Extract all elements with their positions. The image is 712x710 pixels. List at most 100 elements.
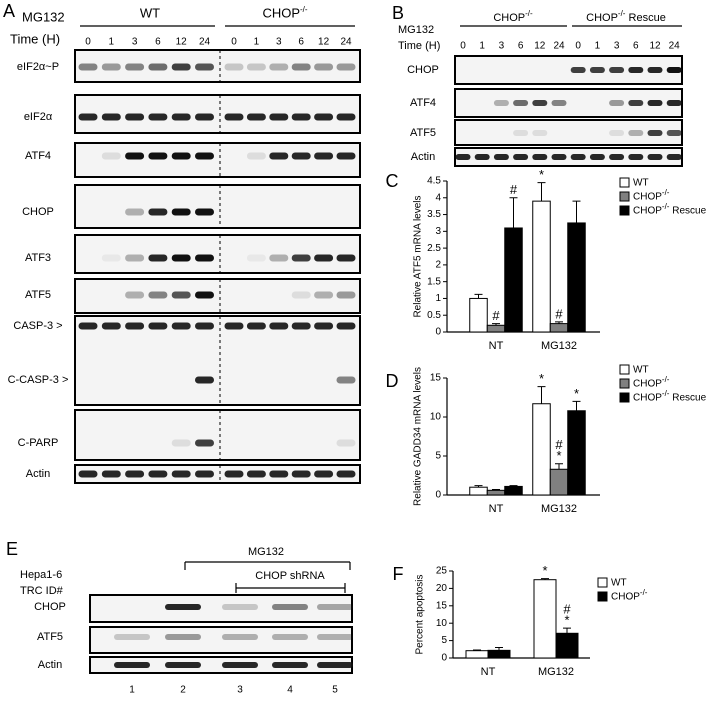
row-label: C-PARP bbox=[18, 437, 59, 449]
error-bar bbox=[492, 489, 500, 491]
band bbox=[78, 113, 98, 121]
band bbox=[101, 152, 121, 160]
band bbox=[125, 254, 145, 262]
band bbox=[125, 470, 145, 478]
error-bar bbox=[509, 485, 518, 487]
panel-label: B bbox=[392, 3, 404, 23]
band bbox=[165, 634, 201, 640]
band bbox=[291, 113, 311, 121]
bar bbox=[469, 486, 488, 496]
time-point: 6 bbox=[298, 37, 304, 48]
legend-swatch bbox=[619, 205, 630, 216]
band bbox=[269, 322, 289, 330]
band bbox=[609, 100, 625, 106]
band bbox=[570, 154, 586, 160]
blot-box bbox=[89, 594, 353, 623]
time-label: Time (H) bbox=[398, 40, 440, 52]
group-label: WT bbox=[140, 5, 160, 20]
annotation: # bbox=[492, 308, 500, 323]
y-tick-label: 0 bbox=[441, 653, 447, 664]
band bbox=[78, 470, 98, 478]
time-point: 3 bbox=[132, 37, 138, 48]
band bbox=[647, 100, 663, 106]
x-tick-label: NT bbox=[489, 340, 504, 352]
legend-swatch bbox=[619, 392, 630, 403]
shrna-label: CHOP shRNA bbox=[255, 570, 325, 582]
band bbox=[101, 470, 121, 478]
x-tick-label: NT bbox=[489, 503, 504, 515]
blot-box bbox=[454, 147, 683, 167]
band bbox=[589, 154, 605, 160]
row-label: C-CASP-3 > bbox=[8, 374, 69, 386]
band bbox=[291, 63, 311, 71]
y-tick-label: 1.5 bbox=[427, 276, 441, 287]
time-point: 3 bbox=[499, 41, 505, 52]
band bbox=[171, 322, 191, 330]
blot-box bbox=[74, 142, 361, 178]
band bbox=[171, 439, 191, 447]
band bbox=[195, 113, 214, 121]
error-bar bbox=[563, 627, 571, 634]
band bbox=[125, 152, 145, 160]
band bbox=[666, 130, 682, 136]
blot-box bbox=[74, 234, 361, 274]
y-tick-label: 1 bbox=[435, 293, 441, 304]
row-label: ATF5 bbox=[410, 127, 436, 139]
band bbox=[125, 113, 145, 121]
lane-number: 1 bbox=[129, 685, 135, 696]
panel-label: F bbox=[393, 564, 404, 584]
cell-line: Hepa1-6 bbox=[20, 569, 62, 581]
x-tick-label: MG132 bbox=[541, 503, 577, 515]
y-tick-label: 5 bbox=[435, 451, 441, 462]
y-axis-label: Relative GADD34 mRNA levels bbox=[413, 367, 424, 506]
x-tick-label: MG132 bbox=[541, 340, 577, 352]
blot-box bbox=[74, 278, 361, 314]
band bbox=[269, 113, 289, 121]
error-bar bbox=[555, 463, 563, 470]
band bbox=[78, 63, 98, 71]
band bbox=[291, 470, 311, 478]
band bbox=[148, 254, 168, 262]
y-tick-label: 2 bbox=[435, 260, 441, 271]
y-tick-label: 15 bbox=[436, 600, 448, 611]
band bbox=[532, 130, 548, 136]
band bbox=[246, 113, 266, 121]
annotation: * bbox=[574, 386, 579, 401]
error-bar bbox=[474, 485, 483, 488]
band bbox=[336, 376, 356, 384]
y-tick-label: 3.5 bbox=[427, 209, 441, 220]
band bbox=[148, 208, 168, 216]
blot-box bbox=[89, 626, 353, 654]
band bbox=[291, 291, 311, 299]
band bbox=[148, 322, 168, 330]
annotation: * bbox=[539, 371, 544, 386]
band bbox=[551, 100, 567, 106]
band bbox=[224, 113, 244, 121]
error-bar bbox=[541, 578, 549, 580]
time-point: 12 bbox=[649, 41, 661, 52]
band bbox=[493, 154, 509, 160]
lane-number: 2 bbox=[180, 685, 186, 696]
band bbox=[272, 634, 308, 640]
band bbox=[314, 291, 334, 299]
band bbox=[455, 154, 471, 160]
error-bar bbox=[474, 293, 483, 299]
band bbox=[114, 634, 150, 640]
time-point: 1 bbox=[109, 37, 115, 48]
row-label: Actin bbox=[26, 468, 50, 480]
y-tick-label: 2.5 bbox=[427, 243, 441, 254]
band bbox=[314, 470, 334, 478]
legend-swatch bbox=[619, 378, 630, 389]
time-point: 1 bbox=[595, 41, 601, 52]
error-bar bbox=[473, 649, 481, 651]
legend-label: CHOP-/- bbox=[633, 188, 670, 203]
row-label: Actin bbox=[411, 151, 435, 163]
band bbox=[513, 100, 529, 106]
y-tick-label: 5 bbox=[441, 635, 447, 646]
band bbox=[532, 154, 548, 160]
band bbox=[78, 322, 98, 330]
band bbox=[171, 470, 191, 478]
band bbox=[246, 470, 266, 478]
band bbox=[336, 439, 356, 447]
band bbox=[317, 662, 353, 668]
